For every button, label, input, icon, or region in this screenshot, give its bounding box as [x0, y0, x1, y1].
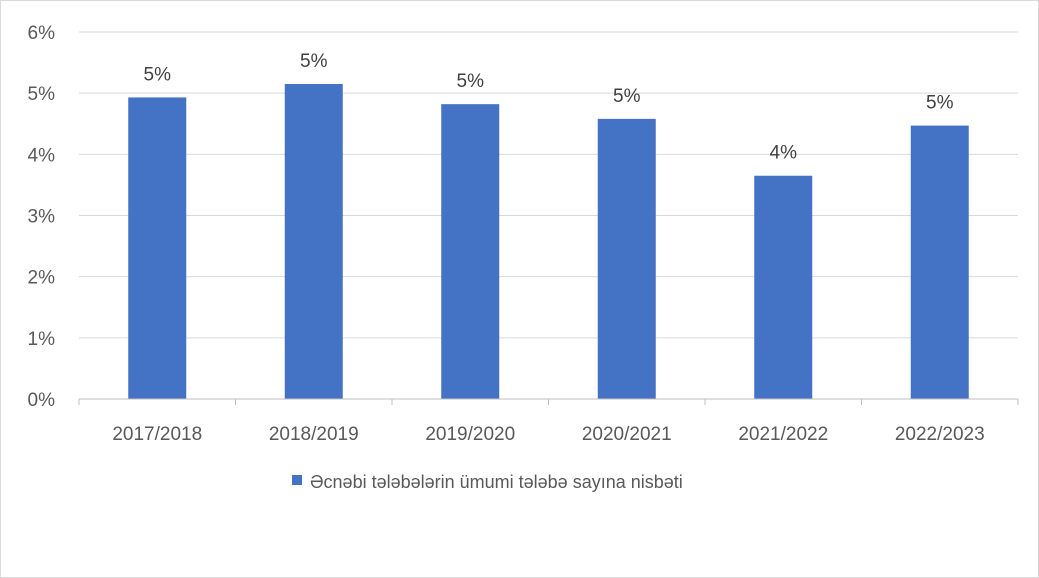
bar — [128, 97, 187, 399]
y-tick-label: 1% — [28, 329, 56, 350]
bar — [910, 125, 969, 400]
legend-swatch — [292, 475, 302, 485]
bar — [284, 83, 343, 399]
legend-label: Əcnəbi tələbələrin ümumi tələbə sayına n… — [310, 472, 683, 492]
y-tick-label: 0% — [28, 390, 56, 411]
x-tick-label: 2022/2023 — [895, 424, 985, 445]
x-axis: 2017/2018 2018/2019 2019/2020 2020/2021 2021… — [78, 398, 1019, 445]
x-tick-label: 2021/2022 — [738, 424, 828, 445]
x-tick-label: 2020/2021 — [582, 424, 672, 445]
data-label: 5% — [613, 86, 641, 107]
y-axis: 0% 1% 2% 3% 4% 5% 6% — [28, 23, 56, 411]
bar — [597, 118, 656, 400]
data-label: 5% — [457, 71, 485, 92]
bar — [441, 104, 500, 399]
y-tick-label: 5% — [28, 84, 56, 105]
x-tick-label: 2017/2018 — [112, 424, 202, 445]
y-tick-label: 4% — [28, 145, 56, 166]
bar — [754, 175, 813, 399]
y-tick-label: 3% — [28, 207, 56, 228]
data-label: 5% — [926, 93, 954, 114]
legend: Əcnəbi tələbələrin ümumi tələbə sayına n… — [292, 472, 683, 492]
x-tick-label: 2018/2019 — [269, 424, 359, 445]
data-label: 5% — [300, 51, 328, 72]
data-label: 5% — [144, 64, 172, 85]
data-labels: 5% 5% 5% 5% 4% 5% — [144, 51, 954, 164]
y-tick-label: 2% — [28, 268, 56, 289]
y-tick-label: 6% — [28, 23, 56, 44]
gridlines — [79, 31, 1018, 339]
data-label: 4% — [770, 143, 798, 164]
bars — [128, 83, 969, 400]
x-tick-label: 2019/2020 — [425, 424, 515, 445]
